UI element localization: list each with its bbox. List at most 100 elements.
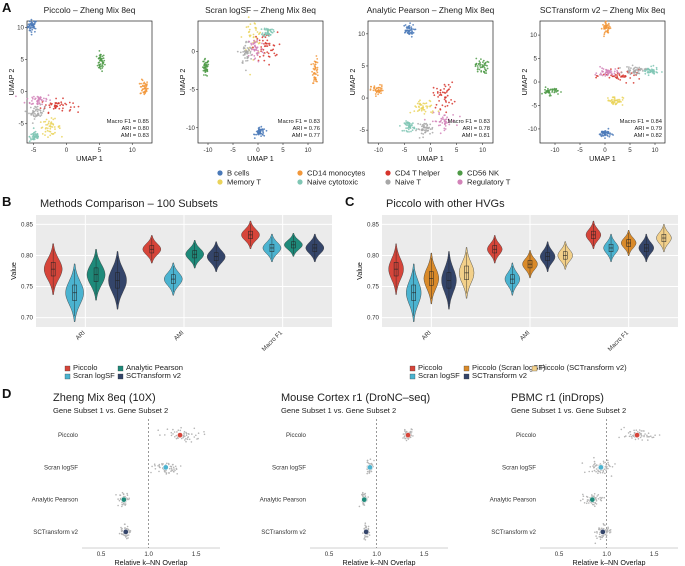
- umap-point: [262, 54, 265, 57]
- umap-point: [49, 134, 52, 137]
- umap-point: [414, 28, 417, 31]
- swarm-point: [605, 467, 608, 470]
- umap-point: [254, 133, 256, 136]
- swarm-point: [174, 469, 176, 472]
- swarm-point: [607, 459, 609, 462]
- metric-label: Macro F1 = 0.84: [620, 119, 663, 125]
- umap-point: [141, 88, 144, 91]
- swarm-point: [190, 441, 193, 443]
- umap-point: [261, 128, 264, 131]
- umap-point: [421, 125, 423, 128]
- swarm-point: [604, 524, 606, 526]
- umap-point: [422, 102, 425, 105]
- umap-point: [138, 82, 141, 85]
- umap-point: [315, 69, 318, 72]
- x-tick-label: -10: [374, 147, 384, 154]
- swarm-point: [174, 436, 176, 438]
- umap-cluster-cd14-monocytes: [310, 55, 319, 85]
- umap-point: [98, 50, 101, 52]
- umap-point: [250, 54, 253, 56]
- umap-point: [40, 99, 43, 102]
- umap-point: [445, 120, 447, 123]
- umap-point: [60, 103, 63, 105]
- y-tick-label: 0.80: [21, 252, 34, 259]
- umap-point: [370, 85, 372, 88]
- umap-point: [101, 55, 104, 58]
- umap-point: [253, 41, 256, 44]
- swarm-point: [168, 467, 171, 470]
- swarm-point: [652, 436, 655, 439]
- umap-point: [629, 69, 631, 71]
- swarm-point: [647, 439, 649, 441]
- umap-point: [267, 52, 270, 55]
- y-tick-label: 0.85: [21, 221, 34, 228]
- swarm-point: [591, 494, 593, 496]
- umap-point: [380, 85, 383, 88]
- umap-point: [430, 104, 433, 107]
- umap-point: [555, 88, 557, 91]
- umap-point: [268, 35, 270, 37]
- x-tick-label: 0.5: [325, 551, 334, 558]
- umap-point: [645, 67, 647, 70]
- umap-point: [444, 114, 446, 117]
- umap-point: [315, 55, 318, 57]
- umap-point: [436, 87, 438, 90]
- umap-point: [33, 95, 35, 98]
- umap-point: [650, 68, 653, 71]
- umap-point: [268, 44, 271, 46]
- x-axis-label: Relative k–NN Overlap: [114, 558, 187, 566]
- umap-point: [252, 43, 255, 45]
- umap-point: [32, 20, 35, 23]
- swarm-point: [122, 502, 125, 505]
- swarm-point: [599, 463, 602, 465]
- umap-point: [436, 92, 439, 94]
- umap-point: [610, 101, 613, 104]
- umap-point: [262, 131, 264, 133]
- swarm-point: [610, 475, 613, 477]
- swarm-point: [120, 529, 123, 531]
- umap-point: [423, 129, 426, 132]
- swarm-point: [122, 533, 125, 536]
- umap-point: [649, 70, 652, 73]
- umap-point: [434, 106, 437, 109]
- umap-point: [258, 42, 261, 44]
- umap-point: [560, 91, 562, 93]
- umap-point: [48, 104, 51, 107]
- umap-cluster-regulatory-t: [594, 65, 620, 77]
- swarm-point: [120, 530, 123, 533]
- umap-point: [433, 94, 436, 97]
- swarm-point: [643, 435, 645, 438]
- x-axis-label: UMAP 1: [247, 154, 274, 163]
- y-axis-label: UMAP 2: [7, 69, 16, 96]
- metric-label: ARI = 0.76: [292, 126, 320, 132]
- swarm-point: [604, 472, 606, 475]
- x-tick-label: 5: [281, 147, 285, 154]
- umap-point: [52, 123, 54, 125]
- umap-point: [254, 23, 256, 25]
- umap-point: [244, 50, 246, 52]
- umap-point: [632, 68, 635, 71]
- umap-point: [144, 87, 146, 90]
- umap-point: [30, 103, 33, 105]
- umap-point: [30, 112, 32, 115]
- umap-point: [477, 67, 479, 69]
- swarm-point: [588, 502, 590, 504]
- umap-point: [408, 24, 411, 27]
- umap-cluster-cd14-monocytes: [600, 20, 612, 38]
- swarm-point: [173, 468, 175, 470]
- umap-point: [630, 67, 632, 69]
- umap-point: [35, 115, 38, 118]
- panel-b-violins: Methods Comparison – 100 Subsets 0.70 0.75…: [9, 198, 332, 380]
- umap-point: [102, 54, 105, 57]
- umap-point: [104, 63, 106, 66]
- x-tick-label: -5: [31, 147, 37, 154]
- umap-point: [607, 127, 610, 130]
- umap-point: [441, 104, 444, 107]
- umap-point: [541, 92, 543, 95]
- swarm-point: [605, 469, 607, 472]
- umap-point: [49, 125, 52, 128]
- umap-point: [41, 133, 44, 135]
- umap-point: [633, 70, 635, 73]
- swarm-point: [121, 503, 123, 506]
- swarm-point: [170, 431, 173, 434]
